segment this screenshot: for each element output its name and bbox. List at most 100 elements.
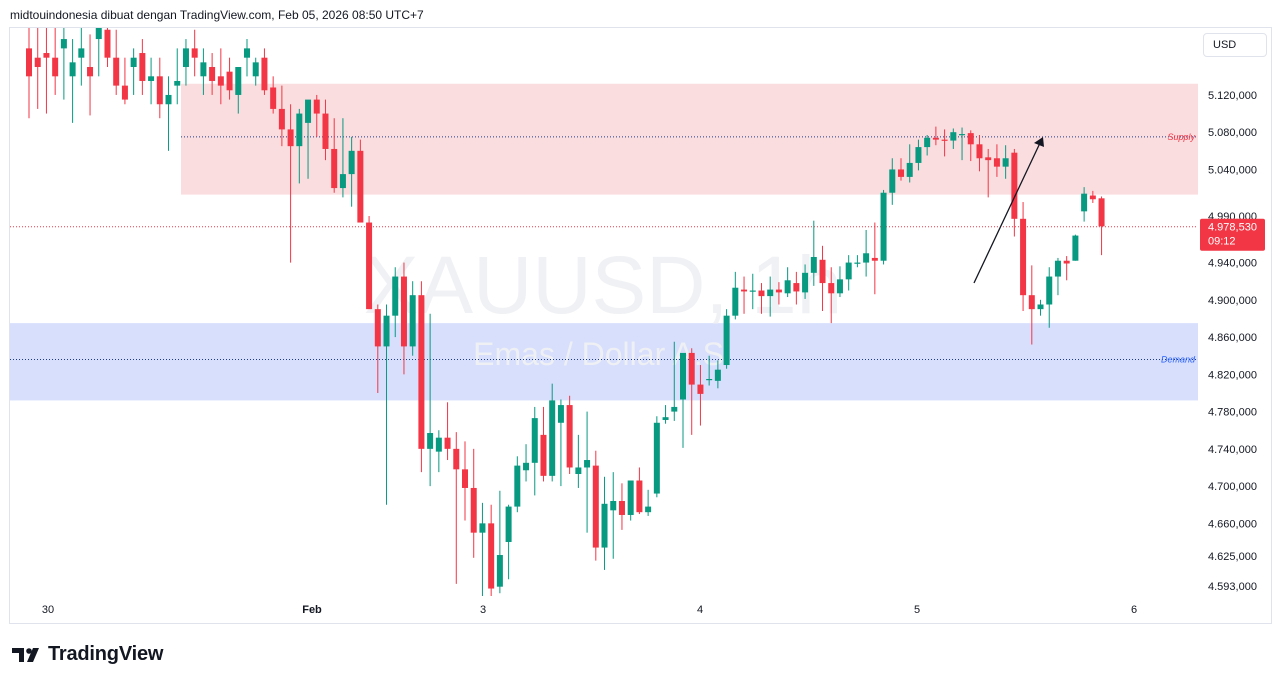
candle[interactable] — [618, 483, 625, 530]
candle[interactable] — [296, 108, 303, 184]
candle[interactable] — [723, 309, 730, 369]
candle[interactable] — [270, 76, 277, 114]
candle[interactable] — [217, 48, 224, 105]
candle[interactable] — [767, 276, 774, 317]
candle[interactable] — [148, 57, 155, 105]
candle[interactable] — [60, 11, 67, 100]
candle[interactable] — [182, 39, 189, 86]
candle[interactable] — [889, 158, 896, 205]
candle[interactable] — [357, 139, 364, 223]
candle[interactable] — [662, 405, 669, 424]
candle[interactable] — [87, 34, 94, 116]
candle[interactable] — [775, 282, 782, 305]
candle[interactable] — [732, 271, 739, 320]
candle[interactable] — [339, 118, 346, 198]
candle[interactable] — [1002, 145, 1009, 179]
candle[interactable] — [924, 134, 931, 156]
candle[interactable] — [104, 11, 111, 67]
candle[interactable] — [165, 76, 172, 151]
candle[interactable] — [549, 383, 556, 482]
candle[interactable] — [113, 29, 120, 95]
candle[interactable] — [601, 476, 608, 570]
candle[interactable] — [793, 271, 800, 305]
candle[interactable] — [680, 352, 686, 448]
candle[interactable] — [1020, 202, 1027, 312]
candle[interactable] — [1089, 190, 1096, 203]
candle[interactable] — [400, 262, 407, 375]
candle[interactable] — [43, 2, 50, 114]
candle[interactable] — [836, 266, 843, 298]
candle[interactable] — [409, 281, 416, 356]
candle[interactable] — [967, 130, 974, 162]
candle[interactable] — [950, 128, 957, 149]
candle[interactable] — [26, 0, 32, 119]
candle[interactable] — [566, 395, 573, 474]
candle[interactable] — [191, 29, 198, 77]
candle[interactable] — [531, 406, 538, 496]
candle[interactable] — [435, 430, 442, 473]
candle[interactable] — [906, 144, 913, 183]
candle[interactable] — [688, 348, 695, 435]
candle[interactable] — [156, 57, 163, 119]
candle[interactable] — [174, 48, 181, 105]
candle[interactable] — [130, 48, 137, 95]
candle[interactable] — [34, 2, 41, 109]
candle[interactable] — [871, 222, 878, 295]
candle[interactable] — [741, 276, 748, 314]
candle[interactable] — [261, 48, 268, 95]
trend-arrow-line[interactable] — [973, 142, 1041, 284]
candle[interactable] — [287, 104, 294, 263]
candle[interactable] — [322, 99, 329, 161]
candle[interactable] — [444, 402, 451, 461]
candle[interactable] — [453, 432, 460, 584]
candle[interactable] — [226, 57, 233, 100]
candle[interactable] — [985, 148, 992, 198]
candle[interactable] — [802, 264, 809, 299]
candle[interactable] — [78, 25, 85, 86]
candle[interactable] — [706, 355, 713, 386]
candle[interactable] — [610, 472, 617, 559]
candle[interactable] — [488, 504, 495, 617]
candle[interactable] — [121, 57, 128, 105]
candle[interactable] — [1037, 299, 1044, 316]
candle[interactable] — [671, 341, 678, 421]
candle[interactable] — [819, 245, 826, 312]
candle[interactable] — [941, 129, 948, 157]
candle[interactable] — [523, 444, 530, 482]
candle[interactable] — [915, 139, 922, 171]
candle[interactable] — [636, 467, 643, 515]
candle[interactable] — [749, 273, 756, 310]
candle[interactable] — [575, 434, 582, 488]
supply-zone[interactable] — [181, 83, 1198, 195]
candle[interactable] — [653, 416, 660, 498]
candle[interactable] — [313, 94, 320, 137]
candle[interactable] — [540, 406, 547, 482]
candle[interactable] — [584, 411, 591, 533]
candle[interactable] — [714, 360, 721, 389]
candle[interactable] — [932, 126, 939, 146]
candle[interactable] — [810, 220, 817, 286]
candle[interactable] — [1098, 196, 1105, 256]
candle[interactable] — [209, 53, 216, 95]
candle[interactable] — [200, 48, 207, 95]
currency-selector[interactable]: USD — [1203, 33, 1267, 57]
candle[interactable] — [95, 2, 102, 77]
candle[interactable] — [348, 136, 355, 207]
candle[interactable] — [139, 39, 146, 95]
candle[interactable] — [697, 365, 704, 426]
candle[interactable] — [252, 57, 259, 86]
candle[interactable] — [52, 20, 59, 95]
tradingview-logo[interactable]: TradingView — [12, 643, 163, 666]
candle[interactable] — [627, 480, 634, 521]
candle[interactable] — [557, 399, 564, 487]
candle[interactable] — [758, 283, 765, 314]
candle[interactable] — [854, 255, 861, 268]
candle[interactable] — [462, 441, 468, 521]
candle[interactable] — [496, 490, 503, 594]
candle[interactable] — [645, 489, 652, 516]
candle[interactable] — [898, 158, 904, 181]
candle[interactable] — [1054, 257, 1061, 296]
candle[interactable] — [505, 504, 512, 580]
candle[interactable] — [383, 304, 390, 505]
candle[interactable] — [235, 67, 242, 114]
